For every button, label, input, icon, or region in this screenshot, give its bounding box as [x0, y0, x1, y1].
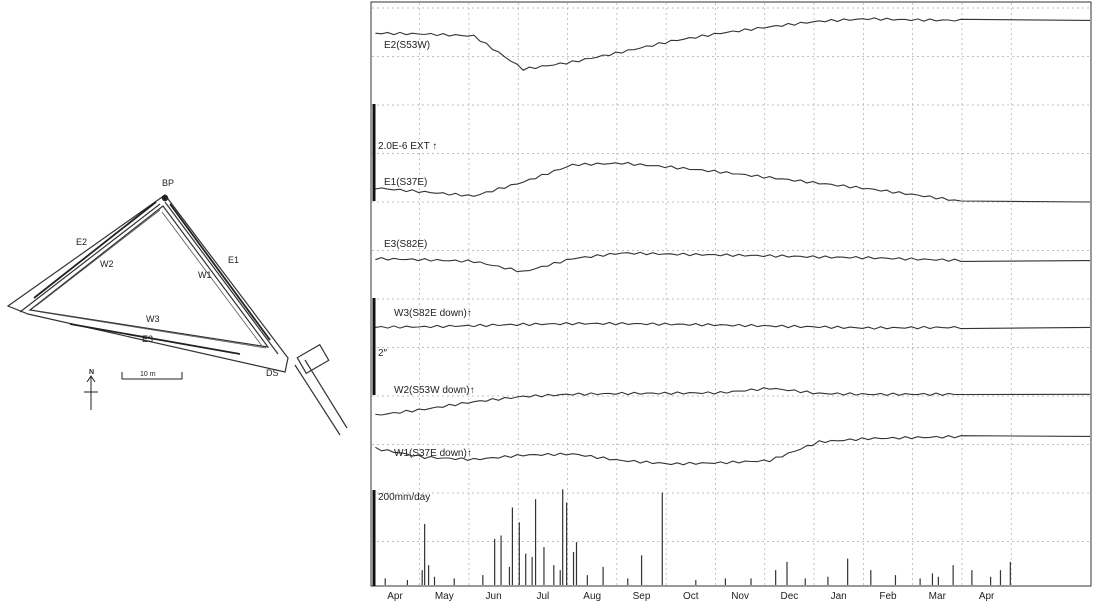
w3-label: W3: [146, 314, 160, 324]
series-line: [375, 251, 1091, 273]
strain-scale-label: 2.0E-6 EXT ↑: [378, 141, 437, 152]
series-line: [375, 435, 1091, 466]
series-line: [375, 17, 1091, 71]
x-tick-label: Dec: [781, 591, 799, 602]
north-label: N: [89, 369, 94, 376]
x-tick-label: Jan: [831, 591, 847, 602]
x-tick-label: May: [435, 591, 454, 602]
x-tick-label: Apr: [387, 591, 403, 602]
series-label: W2(S53W down)↑: [394, 385, 475, 396]
gridlines: [372, 3, 1090, 585]
x-tick-label: Mar: [929, 591, 947, 602]
strain-tilt-rainfall-chart: 2.0E-6 EXT ↑ 2″ 200mm/day E2(S53W) E1(S37…: [370, 1, 1092, 602]
scale-bar: 10 m: [121, 371, 183, 380]
strain-rods: [33, 201, 271, 355]
series-label: W3(S82E down)↑: [394, 308, 472, 319]
north-arrow: N: [84, 369, 98, 410]
x-tick-label: Aug: [583, 591, 601, 602]
x-tick-label: Sep: [633, 591, 651, 602]
series-label: W1(S37E down)↑: [394, 448, 472, 459]
x-tick-label: Apr: [979, 591, 995, 602]
x-tick-label: Feb: [879, 591, 897, 602]
w2-label: W2: [100, 259, 114, 269]
vault-tunnels: [6, 194, 348, 436]
x-tick-label: Nov: [731, 591, 749, 602]
e1-label: E1: [228, 255, 239, 265]
bp-label: BP: [162, 178, 174, 188]
ds-label: DS: [266, 368, 279, 378]
x-tick-label: Jun: [486, 591, 502, 602]
bp-borehole-marker: [161, 194, 169, 202]
rainfall-bars: [384, 489, 1011, 585]
x-tick-label: Jul: [537, 591, 550, 602]
e2-label: E2: [76, 237, 87, 247]
series-line: [375, 321, 1091, 330]
tiltmeter-lines: [35, 209, 267, 349]
w1-label: W1: [198, 270, 212, 280]
x-tick-label: Oct: [683, 591, 699, 602]
tilt-scale-label: 2″: [378, 348, 388, 359]
x-axis-tick-labels: Apr May Jun Jul Aug Sep Oct Nov Dec Jan Feb Mar Apr: [387, 591, 995, 602]
e3-label: E3: [142, 334, 153, 344]
series-traces: E2(S53W) E1(S37E) E3(S82E) W3(S82E down)↑ W2…: [375, 17, 1091, 466]
series-label: E2(S53W): [384, 40, 430, 51]
scale-label: 10 m: [140, 371, 156, 378]
series-label: E3(S82E): [384, 239, 427, 250]
series-line: [375, 161, 1091, 203]
series-line: [375, 387, 1091, 416]
rain-scale-label: 200mm/day: [378, 492, 430, 503]
strainmeter-vault-map: BP DS E1 E2 E3 W1 W2 W3 N 10 m: [6, 178, 348, 436]
plot-frame: [370, 1, 1092, 587]
series-label: E1(S37E): [384, 177, 427, 188]
